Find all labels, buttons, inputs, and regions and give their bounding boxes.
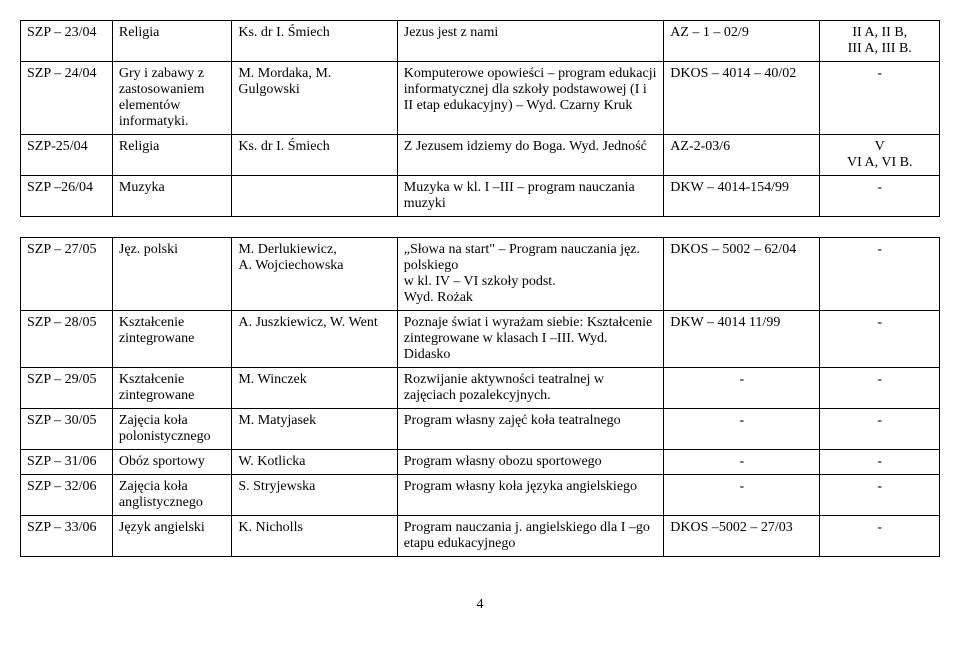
table-cell: Religia xyxy=(112,21,231,62)
table-cell: SZP – 30/05 xyxy=(21,409,113,450)
table-cell: Obóz sportowy xyxy=(112,450,231,475)
curriculum-table-upper: SZP – 23/04ReligiaKs. dr I. ŚmiechJezus … xyxy=(20,20,940,217)
table-cell: SZP –26/04 xyxy=(21,176,113,217)
table-cell: - xyxy=(820,311,940,368)
table-cell: SZP – 31/06 xyxy=(21,450,113,475)
table-cell: M. Mordaka, M. Gulgowski xyxy=(232,62,397,135)
table-cell: SZP – 27/05 xyxy=(21,238,113,311)
table-cell: SZP – 32/06 xyxy=(21,475,113,516)
table-cell: DKW – 4014 11/99 xyxy=(664,311,820,368)
table-cell: S. Stryjewska xyxy=(232,475,397,516)
table-cell: Kształcenie zintegrowane xyxy=(112,368,231,409)
table-cell: K. Nicholls xyxy=(232,516,397,557)
table-cell: Ks. dr I. Śmiech xyxy=(232,21,397,62)
table-cell: II A, II B,III A, III B. xyxy=(820,21,940,62)
table-row: SZP – 28/05Kształcenie zintegrowaneA. Ju… xyxy=(21,311,940,368)
table-cell: Program własny obozu sportowego xyxy=(397,450,664,475)
table-row: SZP – 23/04ReligiaKs. dr I. ŚmiechJezus … xyxy=(21,21,940,62)
table-cell: SZP-25/04 xyxy=(21,135,113,176)
table-cell: - xyxy=(820,475,940,516)
table-cell: W. Kotlicka xyxy=(232,450,397,475)
table-cell: Program własny koła języka angielskiego xyxy=(397,475,664,516)
table-cell: Z Jezusem idziemy do Boga. Wyd. Jedność xyxy=(397,135,664,176)
table-cell: M. Winczek xyxy=(232,368,397,409)
table-cell: Religia xyxy=(112,135,231,176)
table-row: SZP – 30/05Zajęcia koła polonistycznegoM… xyxy=(21,409,940,450)
table-cell: - xyxy=(664,475,820,516)
table-cell: - xyxy=(820,450,940,475)
table-row: SZP –26/04Muzyka Muzyka w kl. I –III – pr… xyxy=(21,176,940,217)
table-cell: - xyxy=(820,62,940,135)
table-cell: Zajęcia koła anglistycznego xyxy=(112,475,231,516)
table-row: SZP – 31/06Obóz sportowyW. KotlickaProgr… xyxy=(21,450,940,475)
table-cell: SZP – 33/06 xyxy=(21,516,113,557)
table-cell: DKOS – 5002 – 62/04 xyxy=(664,238,820,311)
table-cell: Zajęcia koła polonistycznego xyxy=(112,409,231,450)
table-cell: AZ – 1 – 02/9 xyxy=(664,21,820,62)
table-row: SZP – 27/05Jęz. polskiM. Derlukiewicz,A.… xyxy=(21,238,940,311)
table-cell: Komputerowe opowieści – program edukacji… xyxy=(397,62,664,135)
table-cell: AZ-2-03/6 xyxy=(664,135,820,176)
table-cell: Muzyka xyxy=(112,176,231,217)
table-cell: - xyxy=(820,238,940,311)
table-cell: A. Juszkiewicz, W. Went xyxy=(232,311,397,368)
table-row: SZP-25/04ReligiaKs. dr I. ŚmiechZ Jezuse… xyxy=(21,135,940,176)
table-cell: SZP – 24/04 xyxy=(21,62,113,135)
table-row: SZP – 32/06Zajęcia koła anglistycznegoS.… xyxy=(21,475,940,516)
table-cell: M. Derlukiewicz,A. Wojciechowska xyxy=(232,238,397,311)
table-row: SZP – 24/04Gry i zabawy z zastosowaniem … xyxy=(21,62,940,135)
table-cell: Program nauczania j. angielskiego dla I … xyxy=(397,516,664,557)
curriculum-table-lower: SZP – 27/05Jęz. polskiM. Derlukiewicz,A.… xyxy=(20,237,940,557)
table-cell: Jęz. polski xyxy=(112,238,231,311)
table-cell: Muzyka w kl. I –III – program nauczania … xyxy=(397,176,664,217)
table-cell: DKOS –5002 – 27/03 xyxy=(664,516,820,557)
table-cell: - xyxy=(820,409,940,450)
table-cell: SZP – 29/05 xyxy=(21,368,113,409)
table-cell: - xyxy=(664,450,820,475)
table-cell: Gry i zabawy z zastosowaniem elementów i… xyxy=(112,62,231,135)
table-cell: SZP – 28/05 xyxy=(21,311,113,368)
table-cell: - xyxy=(820,176,940,217)
table-cell: VVI A, VI B. xyxy=(820,135,940,176)
table-cell: SZP – 23/04 xyxy=(21,21,113,62)
table-cell: DKOS – 4014 – 40/02 xyxy=(664,62,820,135)
table-row: SZP – 29/05Kształcenie zintegrowaneM. Wi… xyxy=(21,368,940,409)
table-cell: Poznaje świat i wyrażam siebie: Kształce… xyxy=(397,311,664,368)
table-cell: Kształcenie zintegrowane xyxy=(112,311,231,368)
table-cell: Jezus jest z nami xyxy=(397,21,664,62)
table-cell xyxy=(232,176,397,217)
table-cell: Program własny zajęć koła teatralnego xyxy=(397,409,664,450)
table-cell: - xyxy=(664,409,820,450)
table-cell: Język angielski xyxy=(112,516,231,557)
table-cell: - xyxy=(820,368,940,409)
page-number: 4 xyxy=(20,597,940,613)
table-cell: „Słowa na start" – Program nauczania jęz… xyxy=(397,238,664,311)
table-cell: Ks. dr I. Śmiech xyxy=(232,135,397,176)
table-cell: M. Matyjasek xyxy=(232,409,397,450)
table-cell: Rozwijanie aktywności teatralnej w zajęc… xyxy=(397,368,664,409)
table-cell: - xyxy=(664,368,820,409)
table-row: SZP – 33/06Język angielskiK. NichollsPro… xyxy=(21,516,940,557)
table-cell: - xyxy=(820,516,940,557)
table-cell: DKW – 4014-154/99 xyxy=(664,176,820,217)
